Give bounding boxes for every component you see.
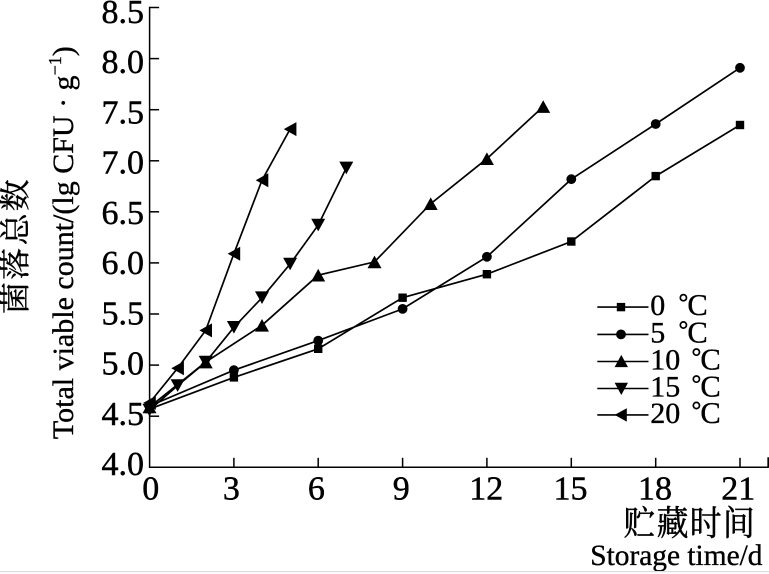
- svg-text:10: 10: [650, 344, 680, 377]
- svg-text:9: 9: [393, 471, 410, 508]
- svg-text:21: 21: [721, 471, 755, 508]
- svg-text:15: 15: [650, 371, 680, 404]
- svg-text:7.5: 7.5: [102, 94, 145, 131]
- svg-text:6.0: 6.0: [102, 245, 145, 282]
- svg-text:0: 0: [650, 289, 665, 322]
- svg-text:5.0: 5.0: [102, 346, 145, 383]
- svg-text:C: C: [687, 288, 707, 322]
- svg-text:8.5: 8.5: [102, 0, 145, 31]
- svg-text:15: 15: [554, 471, 588, 508]
- svg-text:Total viable count/(lg CFU · g: Total viable count/(lg CFU · g−1): [45, 46, 80, 439]
- svg-text:C: C: [700, 396, 720, 430]
- svg-text:6: 6: [308, 471, 325, 508]
- svg-text:C: C: [700, 370, 720, 404]
- svg-text:8.0: 8.0: [102, 44, 145, 81]
- svg-text:4.0: 4.0: [102, 446, 145, 483]
- svg-text:C: C: [687, 316, 707, 350]
- svg-text:7.0: 7.0: [102, 145, 145, 182]
- svg-text:3: 3: [223, 471, 240, 508]
- svg-text:6.5: 6.5: [102, 195, 145, 232]
- svg-text:5: 5: [650, 317, 665, 350]
- svg-text:12: 12: [469, 471, 503, 508]
- svg-text:0: 0: [142, 471, 159, 508]
- svg-text:Storage time/d: Storage time/d: [590, 540, 763, 572]
- svg-text:4.5: 4.5: [102, 396, 145, 433]
- svg-text:5.5: 5.5: [102, 295, 145, 332]
- svg-text:18: 18: [638, 471, 672, 508]
- svg-text:C: C: [700, 343, 720, 377]
- svg-text:20: 20: [650, 397, 680, 430]
